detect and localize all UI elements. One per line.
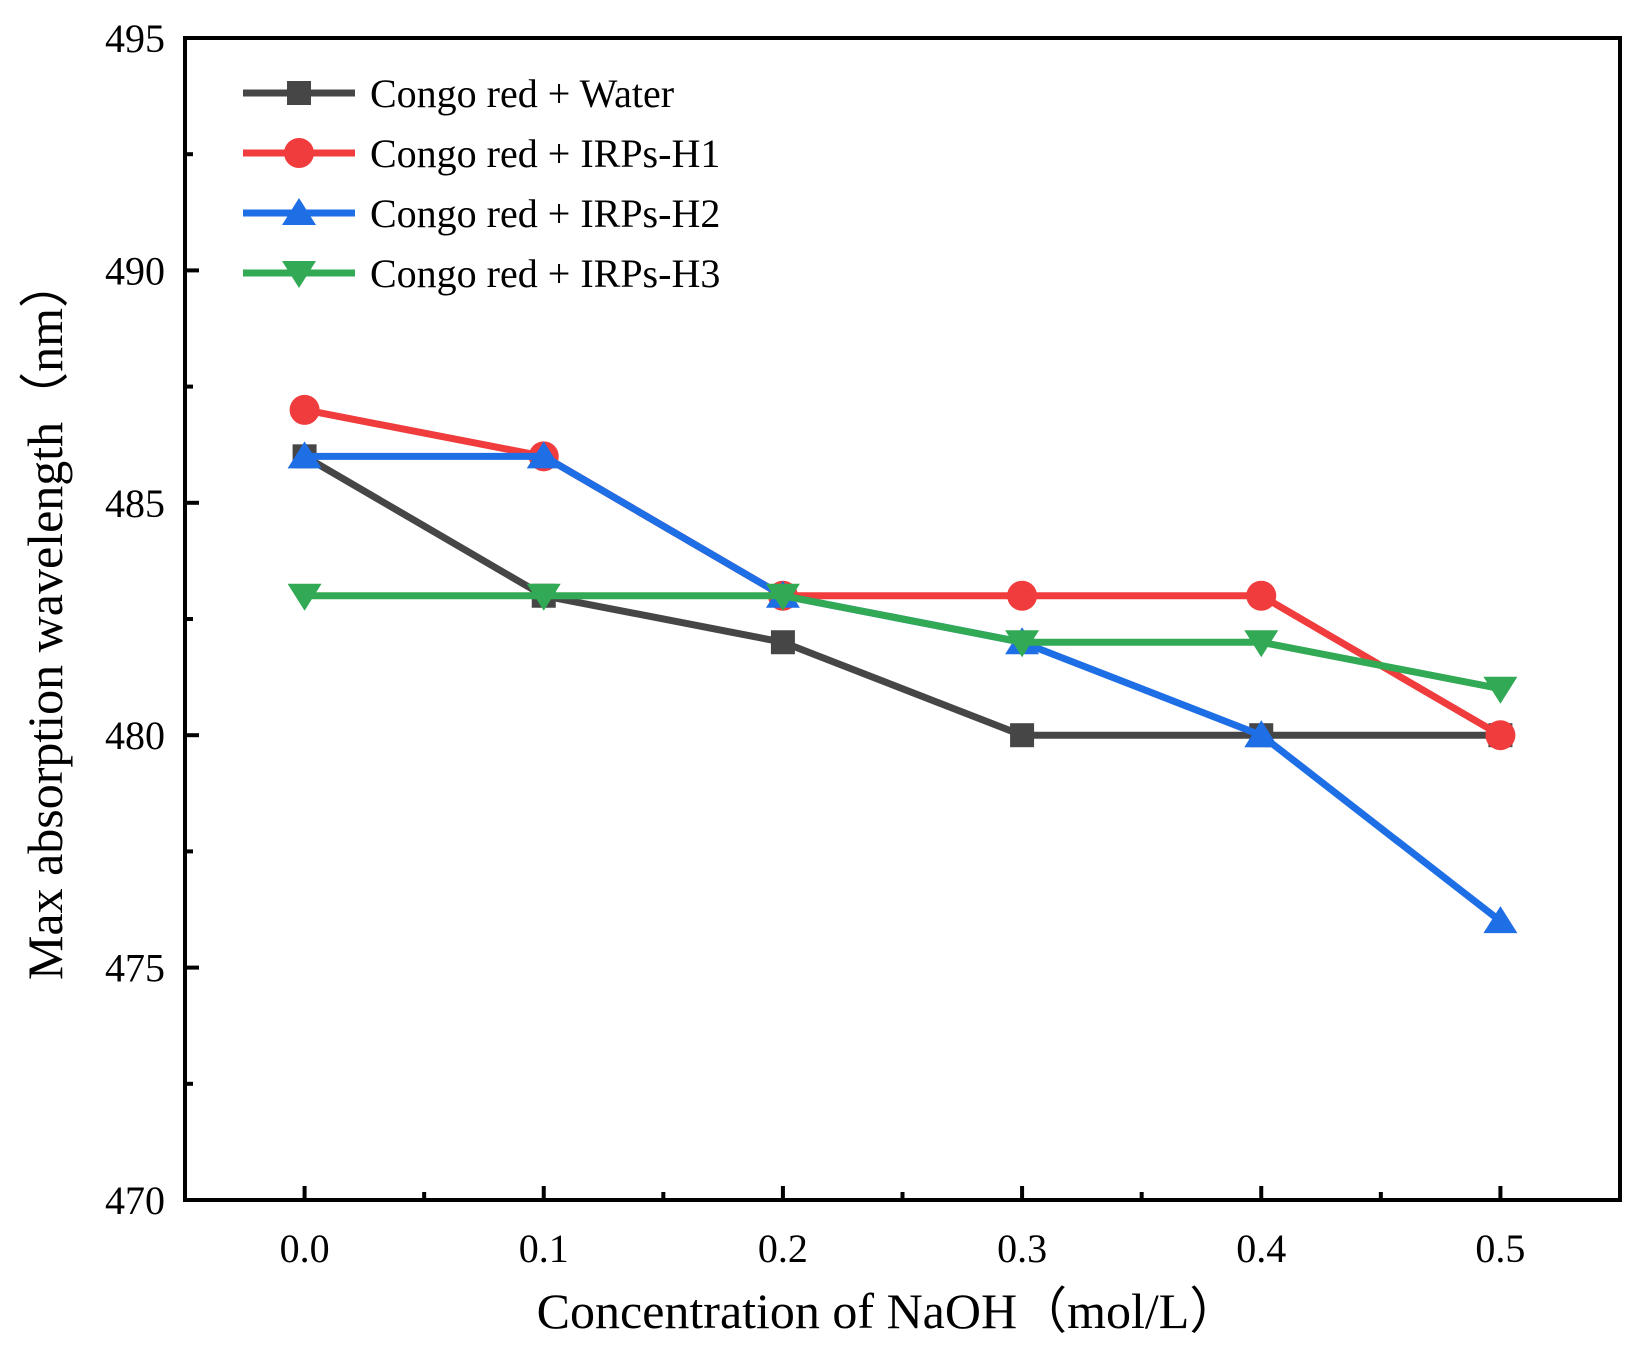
y-tick-label: 495	[105, 16, 165, 61]
series-line	[303, 406, 1503, 739]
legend-item: Congo red + IRPs-H1	[243, 131, 720, 176]
legend-item: Congo red + IRPs-H3	[243, 251, 720, 296]
data-point	[770, 630, 795, 655]
x-axis-title: Concentration of NaOH（mol/L）	[537, 1283, 1240, 1339]
x-tick-label: 0.0	[280, 1226, 330, 1271]
data-point	[1485, 720, 1516, 751]
data-point	[1244, 630, 1279, 658]
data-point	[526, 583, 561, 611]
series-2	[289, 394, 1516, 751]
x-axis: 0.0 0.1 0.2 0.3 0.4 0.5	[280, 1186, 1525, 1271]
x-tick-label: 0.5	[1475, 1226, 1525, 1271]
legend-label: Congo red + IRPs-H1	[370, 131, 720, 176]
legend-marker	[282, 261, 316, 288]
y-axis-title: Max absorption wavelength（nm）	[17, 258, 73, 980]
x-tick-label: 0.1	[519, 1226, 569, 1271]
data-point	[1483, 676, 1518, 704]
series-line	[304, 592, 1502, 693]
data-point	[765, 583, 800, 611]
data-point	[1246, 580, 1277, 611]
data-point	[287, 441, 322, 469]
y-tick-label: 485	[105, 481, 165, 526]
series-line	[302, 453, 1501, 739]
x-tick-label: 0.3	[997, 1226, 1047, 1271]
x-tick-label: 0.4	[1236, 1226, 1286, 1271]
y-tick-label: 480	[105, 713, 165, 758]
legend-item: Congo red + IRPs-H2	[243, 191, 720, 236]
series-layer	[287, 394, 1518, 934]
legend-label: Congo red + Water	[370, 71, 674, 116]
y-axis: 470 475 480 485 490 495	[105, 16, 199, 1223]
legend-label: Congo red + IRPs-H2	[370, 191, 720, 236]
y-tick-label: 490	[105, 248, 165, 293]
legend: Congo red + Water Congo red + IRPs-H1 Cong…	[243, 71, 720, 296]
data-point	[289, 394, 320, 425]
legend-label: Congo red + IRPs-H3	[370, 251, 720, 296]
legend-marker	[287, 81, 311, 105]
data-point	[526, 441, 561, 469]
x-tick-label: 0.2	[758, 1226, 808, 1271]
y-tick-label: 470	[105, 1178, 165, 1223]
legend-item: Congo red + Water	[243, 71, 674, 116]
data-point	[1010, 723, 1035, 748]
data-point	[1005, 630, 1040, 658]
data-point	[1007, 580, 1038, 611]
legend-marker	[284, 138, 314, 168]
legend-marker	[282, 198, 316, 225]
data-point	[1244, 720, 1279, 748]
data-point	[1483, 906, 1518, 934]
y-tick-label: 475	[105, 946, 165, 991]
data-point	[287, 583, 322, 611]
series-4	[287, 583, 1518, 704]
